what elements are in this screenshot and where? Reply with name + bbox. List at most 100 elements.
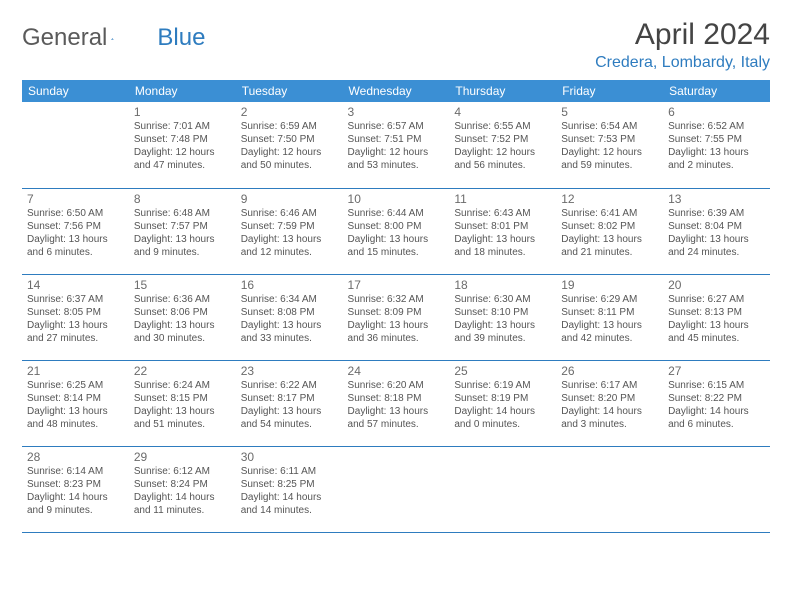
daylight-line: Daylight: 13 hours and 6 minutes. (27, 233, 124, 259)
daylight-line: Daylight: 13 hours and 57 minutes. (348, 405, 445, 431)
sunrise-line: Sunrise: 6:20 AM (348, 379, 445, 392)
sunrise-line: Sunrise: 6:25 AM (27, 379, 124, 392)
sunset-line: Sunset: 7:55 PM (668, 133, 765, 146)
weekday-header: Monday (129, 80, 236, 102)
weekday-header-row: SundayMondayTuesdayWednesdayThursdayFrid… (22, 80, 770, 102)
daylight-line: Daylight: 14 hours and 6 minutes. (668, 405, 765, 431)
sunset-line: Sunset: 8:04 PM (668, 220, 765, 233)
day-number: 6 (668, 105, 765, 119)
day-cell: 16Sunrise: 6:34 AMSunset: 8:08 PMDayligh… (236, 274, 343, 360)
sunset-line: Sunset: 7:48 PM (134, 133, 231, 146)
day-cell: 3Sunrise: 6:57 AMSunset: 7:51 PMDaylight… (343, 102, 450, 188)
daylight-line: Daylight: 13 hours and 9 minutes. (134, 233, 231, 259)
day-cell: 23Sunrise: 6:22 AMSunset: 8:17 PMDayligh… (236, 360, 343, 446)
day-cell: 27Sunrise: 6:15 AMSunset: 8:22 PMDayligh… (663, 360, 770, 446)
logo: General Blue (22, 18, 205, 52)
sunset-line: Sunset: 7:57 PM (134, 220, 231, 233)
sunrise-line: Sunrise: 6:43 AM (454, 207, 551, 220)
daylight-line: Daylight: 13 hours and 18 minutes. (454, 233, 551, 259)
sunrise-line: Sunrise: 6:46 AM (241, 207, 338, 220)
daylight-line: Daylight: 13 hours and 24 minutes. (668, 233, 765, 259)
daylight-line: Daylight: 13 hours and 45 minutes. (668, 319, 765, 345)
day-number: 30 (241, 450, 338, 464)
daylight-line: Daylight: 13 hours and 39 minutes. (454, 319, 551, 345)
sunrise-line: Sunrise: 6:55 AM (454, 120, 551, 133)
month-title: April 2024 (595, 18, 770, 52)
sunrise-line: Sunrise: 6:34 AM (241, 293, 338, 306)
day-cell: 9Sunrise: 6:46 AMSunset: 7:59 PMDaylight… (236, 188, 343, 274)
sunrise-line: Sunrise: 6:52 AM (668, 120, 765, 133)
sunrise-line: Sunrise: 6:12 AM (134, 465, 231, 478)
location: Credera, Lombardy, Italy (595, 54, 770, 72)
day-number: 23 (241, 364, 338, 378)
day-cell: 20Sunrise: 6:27 AMSunset: 8:13 PMDayligh… (663, 274, 770, 360)
sunrise-line: Sunrise: 6:39 AM (668, 207, 765, 220)
sunrise-line: Sunrise: 6:41 AM (561, 207, 658, 220)
sunset-line: Sunset: 8:10 PM (454, 306, 551, 319)
sunset-line: Sunset: 8:20 PM (561, 392, 658, 405)
day-cell: 13Sunrise: 6:39 AMSunset: 8:04 PMDayligh… (663, 188, 770, 274)
logo-triangle-icon (111, 30, 114, 48)
sunset-line: Sunset: 7:52 PM (454, 133, 551, 146)
day-cell: 30Sunrise: 6:11 AMSunset: 8:25 PMDayligh… (236, 446, 343, 532)
sunset-line: Sunset: 8:23 PM (27, 478, 124, 491)
sunrise-line: Sunrise: 6:57 AM (348, 120, 445, 133)
day-cell: 8Sunrise: 6:48 AMSunset: 7:57 PMDaylight… (129, 188, 236, 274)
daylight-line: Daylight: 12 hours and 47 minutes. (134, 146, 231, 172)
day-number: 7 (27, 192, 124, 206)
day-cell: 29Sunrise: 6:12 AMSunset: 8:24 PMDayligh… (129, 446, 236, 532)
daylight-line: Daylight: 13 hours and 54 minutes. (241, 405, 338, 431)
calendar-row: 1Sunrise: 7:01 AMSunset: 7:48 PMDaylight… (22, 102, 770, 188)
daylight-line: Daylight: 13 hours and 36 minutes. (348, 319, 445, 345)
daylight-line: Daylight: 13 hours and 33 minutes. (241, 319, 338, 345)
calendar-row: 21Sunrise: 6:25 AMSunset: 8:14 PMDayligh… (22, 360, 770, 446)
sunset-line: Sunset: 8:22 PM (668, 392, 765, 405)
logo-text-2: Blue (157, 24, 205, 52)
day-number: 3 (348, 105, 445, 119)
sunset-line: Sunset: 8:11 PM (561, 306, 658, 319)
sunrise-line: Sunrise: 6:14 AM (27, 465, 124, 478)
day-cell: 10Sunrise: 6:44 AMSunset: 8:00 PMDayligh… (343, 188, 450, 274)
daylight-line: Daylight: 13 hours and 21 minutes. (561, 233, 658, 259)
weekday-header: Sunday (22, 80, 129, 102)
daylight-line: Daylight: 13 hours and 2 minutes. (668, 146, 765, 172)
day-cell: 5Sunrise: 6:54 AMSunset: 7:53 PMDaylight… (556, 102, 663, 188)
sunset-line: Sunset: 7:53 PM (561, 133, 658, 146)
sunrise-line: Sunrise: 6:44 AM (348, 207, 445, 220)
sunset-line: Sunset: 8:19 PM (454, 392, 551, 405)
day-cell: 26Sunrise: 6:17 AMSunset: 8:20 PMDayligh… (556, 360, 663, 446)
daylight-line: Daylight: 13 hours and 51 minutes. (134, 405, 231, 431)
day-cell: 2Sunrise: 6:59 AMSunset: 7:50 PMDaylight… (236, 102, 343, 188)
sunset-line: Sunset: 8:24 PM (134, 478, 231, 491)
calendar-row: 14Sunrise: 6:37 AMSunset: 8:05 PMDayligh… (22, 274, 770, 360)
sunrise-line: Sunrise: 6:59 AM (241, 120, 338, 133)
empty-cell (663, 446, 770, 532)
daylight-line: Daylight: 13 hours and 48 minutes. (27, 405, 124, 431)
day-number: 15 (134, 278, 231, 292)
sunset-line: Sunset: 8:06 PM (134, 306, 231, 319)
daylight-line: Daylight: 14 hours and 9 minutes. (27, 491, 124, 517)
sunrise-line: Sunrise: 6:19 AM (454, 379, 551, 392)
weekday-header: Wednesday (343, 80, 450, 102)
empty-cell (343, 446, 450, 532)
daylight-line: Daylight: 14 hours and 0 minutes. (454, 405, 551, 431)
empty-cell (556, 446, 663, 532)
day-number: 17 (348, 278, 445, 292)
weekday-header: Thursday (449, 80, 556, 102)
day-number: 2 (241, 105, 338, 119)
calendar-body: 1Sunrise: 7:01 AMSunset: 7:48 PMDaylight… (22, 102, 770, 532)
sunset-line: Sunset: 8:15 PM (134, 392, 231, 405)
sunrise-line: Sunrise: 6:30 AM (454, 293, 551, 306)
day-number: 14 (27, 278, 124, 292)
calendar-row: 28Sunrise: 6:14 AMSunset: 8:23 PMDayligh… (22, 446, 770, 532)
day-number: 19 (561, 278, 658, 292)
day-cell: 18Sunrise: 6:30 AMSunset: 8:10 PMDayligh… (449, 274, 556, 360)
daylight-line: Daylight: 14 hours and 14 minutes. (241, 491, 338, 517)
sunset-line: Sunset: 7:50 PM (241, 133, 338, 146)
sunrise-line: Sunrise: 6:37 AM (27, 293, 124, 306)
sunset-line: Sunset: 8:00 PM (348, 220, 445, 233)
daylight-line: Daylight: 12 hours and 53 minutes. (348, 146, 445, 172)
sunrise-line: Sunrise: 6:36 AM (134, 293, 231, 306)
day-cell: 28Sunrise: 6:14 AMSunset: 8:23 PMDayligh… (22, 446, 129, 532)
sunrise-line: Sunrise: 6:32 AM (348, 293, 445, 306)
